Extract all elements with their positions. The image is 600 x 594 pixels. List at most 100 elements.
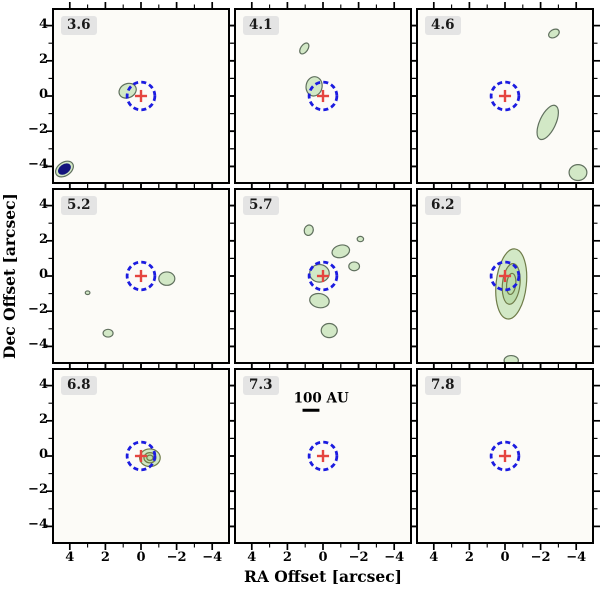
panel-label-chip: 5.2 xyxy=(61,196,97,215)
contour-layer xyxy=(84,271,176,338)
x-tick-label: 0 xyxy=(500,550,510,565)
blob-contour xyxy=(309,292,330,309)
y-axis-label: Dec Offset [arcsec] xyxy=(0,193,19,359)
source-marker-cross xyxy=(134,89,148,103)
source-marker-cross xyxy=(498,89,512,103)
panel-plot-svg xyxy=(410,362,600,550)
panel-plot-svg xyxy=(228,2,418,190)
contour-layer xyxy=(495,248,528,362)
x-tick-label: 4 xyxy=(247,550,257,565)
y-tick-label: 4 xyxy=(38,376,48,392)
panel-3.6: 3.6 4 2 0 −2 −4 xyxy=(28,2,236,190)
source-marker-cross xyxy=(134,449,148,463)
panel-label-chip: 7.8 xyxy=(425,376,461,395)
x-tick-label: −2 xyxy=(348,550,369,565)
panel-label-chip: 4.1 xyxy=(243,16,279,35)
y-tick-label: −4 xyxy=(28,517,48,533)
x-tick-label: −4 xyxy=(202,550,223,565)
blob-contour xyxy=(356,235,365,243)
source-marker-circle xyxy=(307,260,339,292)
blob-contour xyxy=(303,224,314,237)
x-tick-label: 4 xyxy=(65,550,75,565)
y-tick-label: 4 xyxy=(38,16,48,32)
x-tick-label: 0 xyxy=(136,550,146,565)
y-tick-label: −4 xyxy=(28,157,48,173)
x-tick-label: 2 xyxy=(100,550,110,565)
tick-marks xyxy=(410,362,600,550)
y-tick-label: −2 xyxy=(28,122,48,138)
blob-contour xyxy=(309,263,330,283)
y-tick-label: 0 xyxy=(38,447,48,462)
y-tick-label: 2 xyxy=(38,51,48,67)
x-tick-label: −2 xyxy=(530,550,551,565)
blob-contour xyxy=(305,76,323,97)
panel-grid: 3.6 4 2 0 −2 −4 4.1 4.6 5.2 4 2 0 −2 −4 5.7 6.2 6.8 4 2 0 −2… xyxy=(28,2,600,565)
source-marker-circle xyxy=(489,440,521,472)
panel-label-chip: 6.8 xyxy=(61,376,97,395)
source-marker-cross xyxy=(134,269,148,283)
blob-contour xyxy=(548,28,560,39)
blob-contour xyxy=(320,322,338,339)
source-marker-circle xyxy=(125,440,157,472)
y-tick-label: −4 xyxy=(28,337,48,353)
source-marker-cross xyxy=(316,269,330,283)
panel-6.2: 6.2 xyxy=(410,182,600,370)
blob-contour xyxy=(146,454,154,462)
panel-4.1: 4.1 xyxy=(228,2,418,190)
blob-contour xyxy=(348,261,361,272)
panel-label-chip: 6.2 xyxy=(425,196,461,215)
panel-plot-svg xyxy=(46,2,236,190)
y-tick-label: 0 xyxy=(38,267,48,282)
blob-contour xyxy=(503,354,519,362)
scalebar-text: 100 AU xyxy=(294,390,349,406)
y-tick-label: 2 xyxy=(38,231,48,247)
beam-ellipse xyxy=(58,163,71,175)
panel-plot-svg xyxy=(46,362,236,550)
contour-layer xyxy=(299,42,323,97)
y-tick-label: 4 xyxy=(38,196,48,212)
source-marker-circle xyxy=(489,260,521,292)
panel-5.7: 5.7 xyxy=(228,182,418,370)
source-marker-cross xyxy=(316,449,330,463)
source-marker-cross xyxy=(316,89,330,103)
panel-label-chip: 3.6 xyxy=(61,16,97,35)
y-tick-label: 2 xyxy=(38,411,48,427)
source-marker-cross xyxy=(498,449,512,463)
x-tick-label: −4 xyxy=(384,550,405,565)
contour-layer xyxy=(303,224,365,339)
y-tick-label: −2 xyxy=(28,302,48,318)
y-tick-label: 0 xyxy=(38,87,48,102)
panel-plot-svg: 100 AU xyxy=(228,362,418,550)
source-marker-cross xyxy=(498,269,512,283)
contour-layer xyxy=(536,28,588,182)
source-marker-circle xyxy=(125,80,157,112)
x-tick-label: −2 xyxy=(166,550,187,565)
blob-contour xyxy=(501,262,521,305)
panel-label-chip: 5.7 xyxy=(243,196,279,215)
panel-label-chip: 4.6 xyxy=(425,16,461,35)
panel-6.8: 6.8 4 2 0 −2 −4 4 2 0 −2 −4 xyxy=(28,362,236,565)
source-marker-circle xyxy=(125,260,157,292)
x-tick-label: 4 xyxy=(429,550,439,565)
x-tick-label: 2 xyxy=(282,550,292,565)
blob-contour xyxy=(568,164,588,182)
contour-layer xyxy=(138,448,161,468)
panel-7.3: 100 AU 7.3 4 2 0 −2 −4 xyxy=(228,362,418,565)
source-marker-circle xyxy=(307,440,339,472)
blob-contour xyxy=(102,328,114,338)
panel-7.8: 7.8 4 2 0 −2 −4 xyxy=(410,362,600,565)
blob-contour xyxy=(158,271,176,286)
y-tick-label: −2 xyxy=(28,482,48,498)
x-tick-label: 0 xyxy=(318,550,328,565)
x-axis-label: RA Offset [arcsec] xyxy=(243,567,402,586)
blob-contour xyxy=(299,42,310,55)
panel-4.6: 4.6 xyxy=(410,2,600,190)
panel-label-chip: 7.3 xyxy=(243,376,279,395)
x-tick-label: 2 xyxy=(464,550,474,565)
source-marker-circle xyxy=(489,80,521,112)
panel-5.2: 5.2 4 2 0 −2 −4 xyxy=(28,182,236,370)
panel-plot-svg xyxy=(228,182,418,370)
blob-contour xyxy=(84,290,91,296)
panel-plot-svg xyxy=(46,182,236,370)
